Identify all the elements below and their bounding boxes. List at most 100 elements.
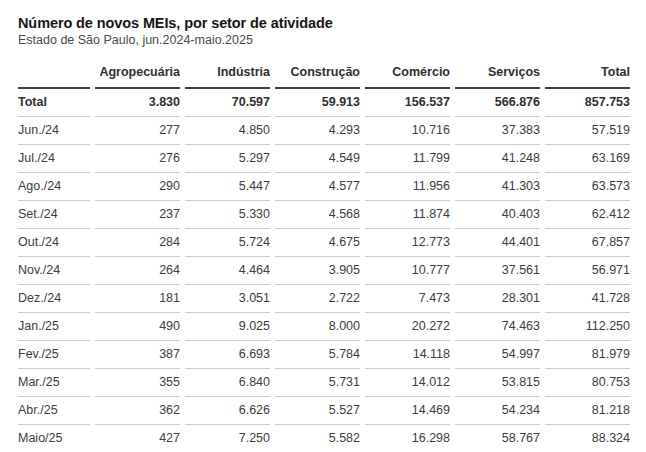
- cell-value: 40.403: [455, 201, 540, 229]
- cell-value: 16.298: [365, 425, 450, 452]
- table-subtitle: Estado de São Paulo, jun.2024-maio.2025: [18, 33, 630, 47]
- row-label: Dez./24: [18, 285, 90, 313]
- column-header: Total: [545, 58, 630, 89]
- cell-value: 81.218: [545, 397, 630, 425]
- table-row: Jul./242765.2974.54911.79941.24863.169: [18, 145, 630, 173]
- corner-cell: [18, 58, 90, 89]
- table-row: Ago./242905.4474.57711.95641.30363.573: [18, 173, 630, 201]
- cell-value: 4.577: [275, 173, 360, 201]
- row-label: Out./24: [18, 229, 90, 257]
- cell-value: 67.857: [545, 229, 630, 257]
- cell-value: 237: [95, 201, 180, 229]
- table-head: AgropecuáriaIndústriaConstruçãoComércioS…: [18, 58, 630, 89]
- column-header: Comércio: [365, 58, 450, 89]
- cell-value: 54.234: [455, 397, 540, 425]
- cell-value: 4.675: [275, 229, 360, 257]
- cell-value: 54.997: [455, 341, 540, 369]
- cell-value: 5.731: [275, 369, 360, 397]
- cell-value: 10.716: [365, 117, 450, 145]
- cell-value: 12.773: [365, 229, 450, 257]
- row-label: Ago./24: [18, 173, 90, 201]
- cell-value: 41.728: [545, 285, 630, 313]
- cell-value: 6.626: [185, 397, 270, 425]
- cell-value: 9.025: [185, 313, 270, 341]
- cell-value: 4.549: [275, 145, 360, 173]
- cell-value: 44.401: [455, 229, 540, 257]
- cell-value: 5.724: [185, 229, 270, 257]
- table-row: Jan./254909.0258.00020.27274.463112.250: [18, 313, 630, 341]
- cell-value: 59.913: [275, 89, 360, 117]
- cell-value: 14.012: [365, 369, 450, 397]
- cell-value: 566.876: [455, 89, 540, 117]
- row-label: Mar./25: [18, 369, 90, 397]
- table-row: Mar./253556.8405.73114.01253.81580.753: [18, 369, 630, 397]
- cell-value: 41.248: [455, 145, 540, 173]
- cell-value: 53.815: [455, 369, 540, 397]
- cell-value: 355: [95, 369, 180, 397]
- cell-value: 5.784: [275, 341, 360, 369]
- cell-value: 7.250: [185, 425, 270, 452]
- cell-value: 4.293: [275, 117, 360, 145]
- table-body: Total3.83070.59759.913156.537566.876857.…: [18, 89, 630, 452]
- cell-value: 181: [95, 285, 180, 313]
- table-row: Jun./242774.8504.29310.71637.38357.519: [18, 117, 630, 145]
- cell-value: 14.469: [365, 397, 450, 425]
- cell-value: 5.582: [275, 425, 360, 452]
- row-label: Total: [18, 89, 90, 117]
- cell-value: 857.753: [545, 89, 630, 117]
- column-header: Indústria: [185, 58, 270, 89]
- cell-value: 88.324: [545, 425, 630, 452]
- cell-value: 8.000: [275, 313, 360, 341]
- row-label: Jan./25: [18, 313, 90, 341]
- cell-value: 74.463: [455, 313, 540, 341]
- cell-value: 81.979: [545, 341, 630, 369]
- cell-value: 11.799: [365, 145, 450, 173]
- cell-value: 28.301: [455, 285, 540, 313]
- total-row: Total3.83070.59759.913156.537566.876857.…: [18, 89, 630, 117]
- cell-value: 6.840: [185, 369, 270, 397]
- cell-value: 277: [95, 117, 180, 145]
- cell-value: 264: [95, 257, 180, 285]
- cell-value: 3.830: [95, 89, 180, 117]
- cell-value: 7.473: [365, 285, 450, 313]
- cell-value: 4.464: [185, 257, 270, 285]
- cell-value: 57.519: [545, 117, 630, 145]
- header-row: AgropecuáriaIndústriaConstruçãoComércioS…: [18, 58, 630, 89]
- cell-value: 80.753: [545, 369, 630, 397]
- cell-value: 5.297: [185, 145, 270, 173]
- cell-value: 56.971: [545, 257, 630, 285]
- cell-value: 63.573: [545, 173, 630, 201]
- cell-value: 427: [95, 425, 180, 452]
- cell-value: 70.597: [185, 89, 270, 117]
- cell-value: 58.767: [455, 425, 540, 452]
- row-label: Set./24: [18, 201, 90, 229]
- row-label: Jun./24: [18, 117, 90, 145]
- column-header: Serviços: [455, 58, 540, 89]
- cell-value: 14.118: [365, 341, 450, 369]
- column-header: Construção: [275, 58, 360, 89]
- cell-value: 11.874: [365, 201, 450, 229]
- cell-value: 290: [95, 173, 180, 201]
- row-label: Jul./24: [18, 145, 90, 173]
- table-row: Abr./253626.6265.52714.46954.23481.218: [18, 397, 630, 425]
- cell-value: 490: [95, 313, 180, 341]
- cell-value: 387: [95, 341, 180, 369]
- cell-value: 284: [95, 229, 180, 257]
- cell-value: 41.303: [455, 173, 540, 201]
- table-row: Dez./241813.0512.7227.47328.30141.728: [18, 285, 630, 313]
- table-row: Maio/254277.2505.58216.29858.76788.324: [18, 425, 630, 452]
- column-header: Agropecuária: [95, 58, 180, 89]
- cell-value: 6.693: [185, 341, 270, 369]
- cell-value: 63.169: [545, 145, 630, 173]
- row-label: Maio/25: [18, 425, 90, 452]
- cell-value: 20.272: [365, 313, 450, 341]
- cell-value: 5.447: [185, 173, 270, 201]
- table-row: Nov./242644.4643.90510.77737.56156.971: [18, 257, 630, 285]
- table-row: Set./242375.3304.56811.87440.40362.412: [18, 201, 630, 229]
- table-title: Número de novos MEIs, por setor de ativi…: [18, 15, 630, 31]
- cell-value: 5.330: [185, 201, 270, 229]
- cell-value: 37.383: [455, 117, 540, 145]
- table-row: Out./242845.7244.67512.77344.40167.857: [18, 229, 630, 257]
- table-row: Fev./253876.6935.78414.11854.99781.979: [18, 341, 630, 369]
- row-label: Nov./24: [18, 257, 90, 285]
